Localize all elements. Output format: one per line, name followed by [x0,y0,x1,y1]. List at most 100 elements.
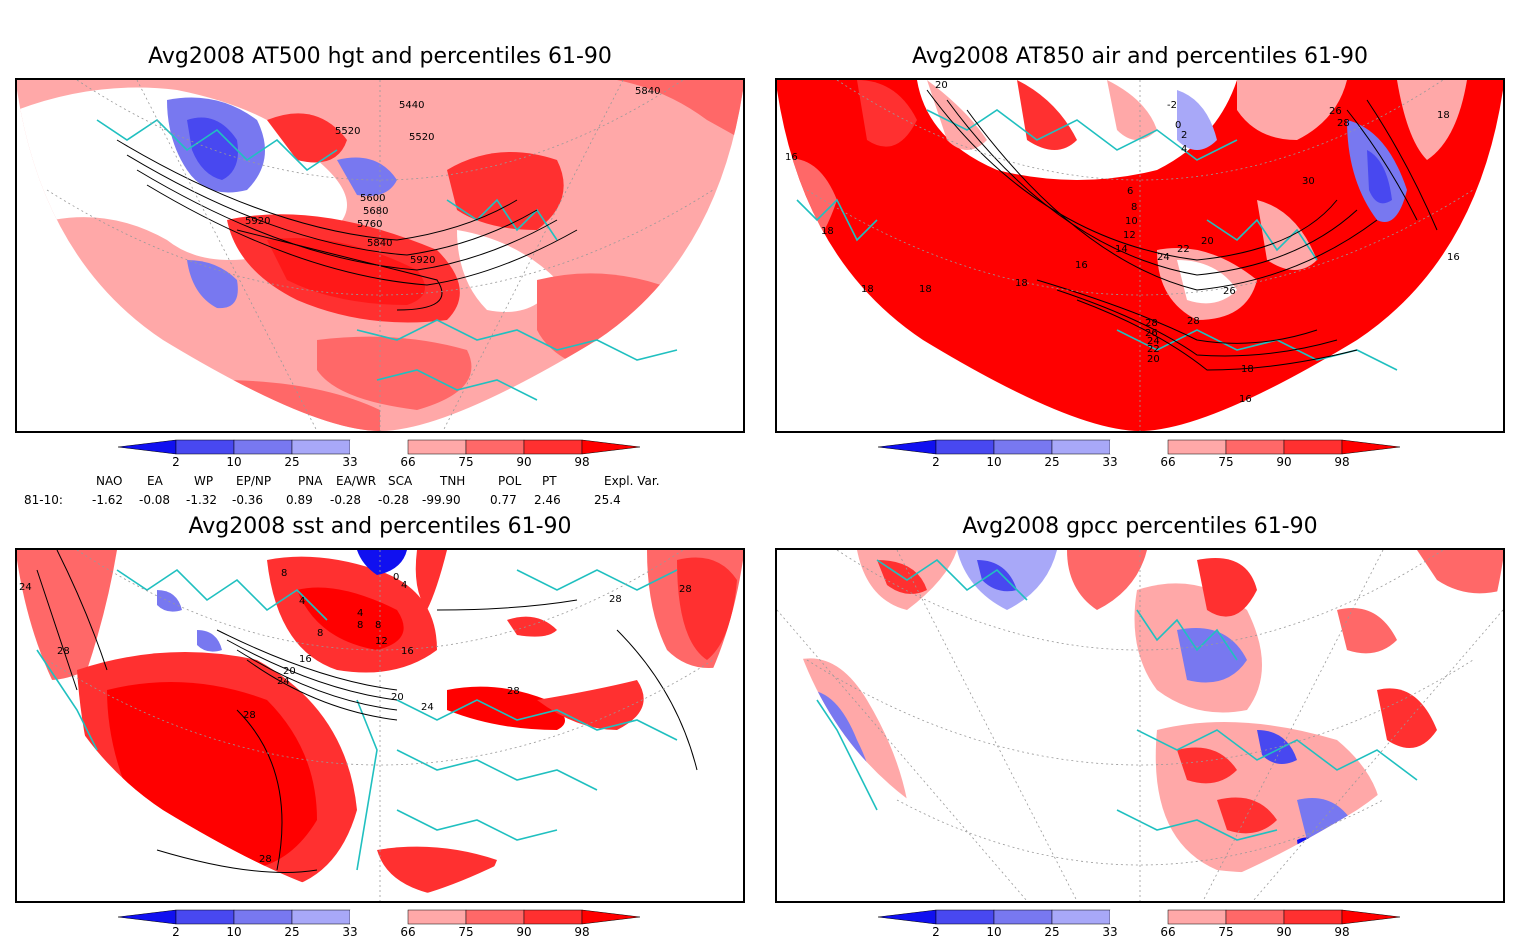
colorbar-tick-label: 98 [574,925,589,938]
colorbar-swatch [233,909,293,925]
colorbar-swatch [117,439,177,455]
colorbar-tick-label: 66 [1160,455,1175,468]
panel-title-sst: Avg2008 sst and percentiles 61-90 [188,514,572,539]
contour-label: 18 [821,226,834,237]
contour-label: 5840 [635,86,660,97]
colorbar-tick-label: 33 [342,455,357,468]
colorbar-swatch [1167,909,1227,925]
panel-title-gpcc: Avg2008 gpcc percentiles 61-90 [962,514,1318,539]
colorbar-swatch [291,439,351,455]
contour-label: 30 [1302,176,1315,187]
colorbar-swatch [935,439,995,455]
contour-label: 18 [1015,278,1028,289]
index-header: Expl. Var. [604,474,660,488]
colorbar-tick-label: 33 [342,925,357,938]
colorbar-swatch [1051,439,1111,455]
contour-label: 22 [1147,344,1160,355]
colorbar-bottom-right: 2 10 25 33 66 75 90 98 [870,908,1410,942]
map-gpcc [775,548,1505,903]
colorbar-swatch [465,909,525,925]
contour-label: 22 [1177,244,1190,255]
colorbar-tick-label: 90 [516,925,531,938]
colorbar-swatch [350,440,408,454]
contour-label: 28 [57,646,70,657]
colorbar-tick-label: 90 [1276,455,1291,468]
colorbar-swatch [117,909,177,925]
colorbar-tick-label: 66 [400,925,415,938]
colorbar-tick-label: 33 [1102,925,1117,938]
contour-label: 5680 [363,206,388,217]
contour-label: 2 [1181,130,1187,141]
colorbar-swatch [877,439,937,455]
colorbar-tick-label: 10 [986,925,1001,938]
index-header: PNA [298,474,323,488]
contour-label: 16 [299,654,312,665]
map-air850: 20 -2 0 2 4 26 28 18 16 6 8 10 12 14 22 … [775,78,1505,433]
contour-label: 20 [283,666,296,677]
colorbar-swatch [1283,439,1343,455]
colorbar-swatch [877,909,937,925]
colorbar-tick-label: 90 [1276,925,1291,938]
index-header: PT [542,474,557,488]
contour-label: 24 [277,676,290,687]
contour-label: 5520 [409,132,434,143]
colorbar-tick-label: 2 [932,925,940,938]
index-row-label: 81-10: [24,493,63,507]
colorbar-swatch [581,909,641,925]
index-value: -1.32 [186,493,218,507]
contour-label: 8 [317,628,323,639]
colorbar-swatches [117,439,641,455]
contour-label: 5920 [410,255,435,266]
contour-label: 5600 [360,193,385,204]
colorbar-tick-label: 25 [284,455,299,468]
contour-label: 20 [935,80,948,91]
index-value: -1.62 [92,493,124,507]
index-value: -99.90 [422,493,461,507]
contour-label: 16 [1239,394,1252,405]
contour-label: 28 [1187,316,1200,327]
colorbar-tick-label: 66 [1160,925,1175,938]
contour-label: 18 [1437,110,1450,121]
colorbar-swatch [350,910,408,924]
index-header: EA/WR [336,474,377,488]
contour-label: 26 [1223,286,1236,297]
contour-label: 18 [919,284,932,295]
contour-label: 26 [1145,328,1158,339]
panel-title-hgt500: Avg2008 AT500 hgt and percentiles 61-90 [148,44,612,69]
index-header: NAO [96,474,123,488]
contour-label: 28 [679,584,692,595]
map-hgt500: 5840 5440 5520 5520 5600 5680 5760 5840 … [15,78,745,433]
contour-label: 12 [375,636,388,647]
contour-label: 18 [1241,364,1254,375]
colorbar-swatch [407,439,467,455]
contour-label: 20 [391,692,404,703]
contour-label: 5440 [399,100,424,111]
colorbar-tick-label: 75 [1218,925,1233,938]
contour-label: 20 [1147,354,1160,365]
colorbar-bottom-left: 2 10 25 33 66 75 90 98 [110,908,650,942]
contour-label: 16 [1447,252,1460,263]
colorbar-swatch [1167,439,1227,455]
contour-label: 4 [299,596,305,607]
contour-label: 28 [1145,318,1158,329]
colorbar-swatches [117,909,641,925]
index-header: EP/NP [236,474,272,488]
colorbar-tick-label: 75 [1218,455,1233,468]
colorbar-tick-label: 75 [458,925,473,938]
map-sst: 24 28 28 28 28 28 28 16 20 24 20 24 16 1… [15,548,745,903]
contour-label: 8 [375,620,381,631]
contour-label: 24 [421,702,434,713]
contour-label: 16 [785,152,798,163]
contour-label: 28 [609,594,622,605]
contour-label: 10 [1125,216,1138,227]
colorbar-swatch [233,439,293,455]
colorbar-tick-label: 90 [516,455,531,468]
contour-label: 24 [1157,252,1170,263]
contour-label: 18 [861,284,874,295]
colorbar-tick-label: 2 [932,455,940,468]
contour-label: 12 [1123,230,1136,241]
colorbar-tick-label: 10 [986,455,1001,468]
index-value: -0.36 [232,493,264,507]
colorbar-swatch [523,909,583,925]
contour-label: 4 [1181,144,1187,155]
